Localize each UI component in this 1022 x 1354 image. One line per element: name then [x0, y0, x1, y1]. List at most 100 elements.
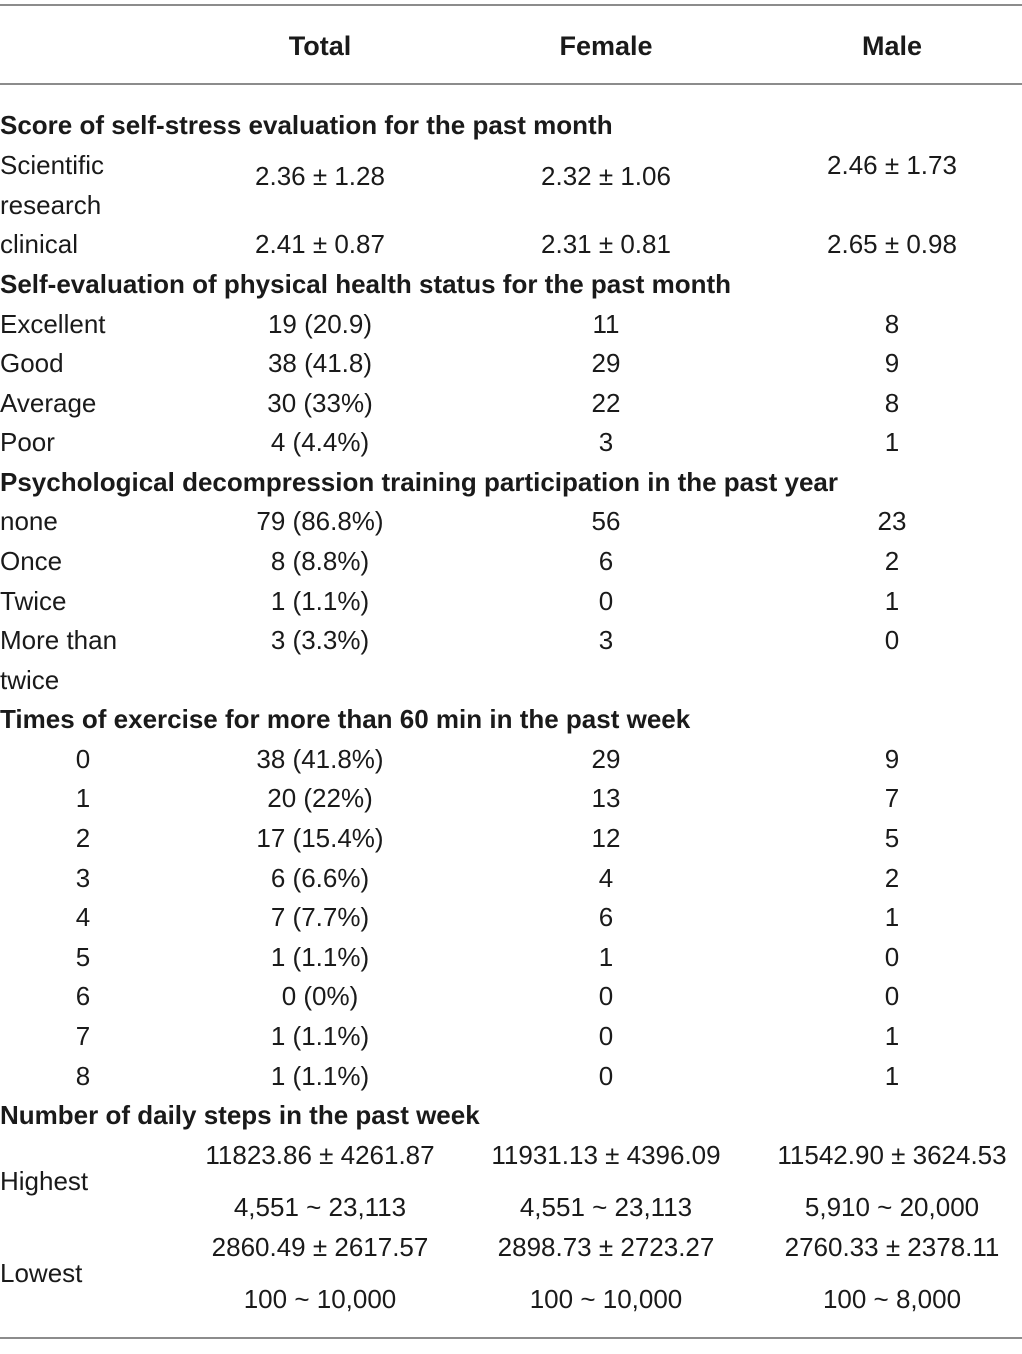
cell-total: 1 (1.1%): [270, 586, 370, 616]
cell-female: 1: [598, 942, 614, 972]
row-label: Highest: [0, 1166, 89, 1196]
row-label-line1: Scientific: [0, 150, 105, 180]
row-label: Good: [0, 348, 64, 378]
cell-female: 4: [598, 863, 614, 893]
cell-female: 3: [598, 625, 614, 655]
row-label: 0: [75, 744, 91, 774]
row-label: Poor: [0, 427, 55, 457]
cell-male: 8: [884, 388, 900, 418]
row-label: Excellent: [0, 309, 106, 339]
cell-total: 79 (86.8%): [256, 506, 384, 536]
cell-male-range: 100 ~ 8,000: [822, 1284, 962, 1314]
row-label-line2: twice: [0, 665, 60, 695]
row-label: 6: [75, 981, 91, 1011]
bottom-rule: [0, 1337, 1022, 1339]
cell-total: 0 (0%): [281, 981, 359, 1011]
cell-total: 1 (1.1%): [270, 1061, 370, 1091]
cell-total-mean: 11823.86 ± 4261.87: [205, 1140, 435, 1170]
cell-total: 1 (1.1%): [270, 942, 370, 972]
cell-female: 0: [598, 586, 614, 616]
cell-male: 2.46 ± 1.73: [827, 150, 957, 180]
cell-total: 20 (22%): [267, 783, 373, 813]
cell-female: 6: [598, 902, 614, 932]
row-label: 2: [75, 823, 91, 853]
table-row: Scientific research 2.36 ± 1.28 2.32 ± 1…: [0, 145, 1022, 225]
cell-total: 6 (6.6%): [270, 863, 370, 893]
header-rule: [0, 83, 1022, 85]
cell-total: 7 (7.7%): [270, 902, 370, 932]
cell-male: 1: [884, 902, 900, 932]
cell-male: 0: [884, 981, 900, 1011]
cell-female: 13: [591, 783, 621, 813]
header-male: Male: [861, 31, 923, 61]
section-stress: Score of self-stress evaluation for the …: [0, 110, 613, 140]
cell-male: 2.65 ± 0.98: [827, 229, 957, 259]
cell-female: 0: [598, 1061, 614, 1091]
cell-female: 2.32 ± 1.06: [541, 161, 671, 191]
section-training: Psychological decompression training par…: [0, 467, 838, 497]
cell-total: 3 (3.3%): [270, 625, 370, 655]
row-label: Average: [0, 388, 97, 418]
cell-total-mean: 2860.49 ± 2617.57: [211, 1232, 429, 1262]
row-label: Scientific research: [0, 145, 104, 225]
cell-total: 17 (15.4%): [256, 823, 384, 853]
cell-female: 29: [591, 744, 621, 774]
section-steps: Number of daily steps in the past week: [0, 1100, 480, 1130]
header-female: Female: [559, 31, 653, 61]
cell-female: 22: [591, 388, 621, 418]
top-rule: [0, 4, 1022, 6]
header-total: Total: [288, 31, 352, 61]
cell-female: 6: [598, 546, 614, 576]
cell-male: 5: [884, 823, 900, 853]
row-label: 1: [75, 783, 91, 813]
cell-total: 1 (1.1%): [270, 1021, 370, 1051]
cell-total-range: 100 ~ 10,000: [243, 1284, 397, 1314]
row-label: 3: [75, 863, 91, 893]
cell-total: 2.41 ± 0.87: [255, 229, 385, 259]
cell-male: 2: [884, 546, 900, 576]
row-label: More than twice: [0, 620, 117, 700]
cell-male: 0: [884, 942, 900, 972]
cell-total: 19 (20.9): [267, 309, 373, 339]
cell-female: 2.31 ± 0.81: [541, 229, 671, 259]
cell-female-mean: 2898.73 ± 2723.27: [497, 1232, 715, 1262]
cell-female-range: 100 ~ 10,000: [529, 1284, 683, 1314]
row-label: 5: [75, 942, 91, 972]
row-label: 7: [75, 1021, 91, 1051]
cell-total-range: 4,551 ~ 23,113: [233, 1192, 407, 1222]
cell-female: 29: [591, 348, 621, 378]
cell-male: 1: [884, 586, 900, 616]
row-label: 8: [75, 1061, 91, 1091]
row-label-line2: research: [0, 190, 102, 220]
section-health: Self-evaluation of physical health statu…: [0, 269, 731, 299]
cell-male: 9: [884, 348, 900, 378]
row-label: Twice: [0, 586, 67, 616]
cell-female-range: 4,551 ~ 23,113: [519, 1192, 693, 1222]
cell-total: 8 (8.8%): [270, 546, 370, 576]
cell-total: 30 (33%): [267, 388, 373, 418]
cell-male-mean: 2760.33 ± 2378.11: [784, 1232, 1000, 1262]
table-row: Highest 11823.86 ± 4261.87 11931.13 ± 43…: [0, 1135, 1022, 1227]
cell-male: 1: [884, 1021, 900, 1051]
cell-male: 9: [884, 744, 900, 774]
section-exercise: Times of exercise for more than 60 min i…: [0, 704, 691, 734]
cell-female: 0: [598, 981, 614, 1011]
cell-total: 38 (41.8%): [256, 744, 384, 774]
cell-male-mean: 11542.90 ± 3624.53: [777, 1140, 1007, 1170]
cell-male: 8: [884, 309, 900, 339]
cell-male: 7: [884, 783, 900, 813]
cell-total: 2.36 ± 1.28: [255, 161, 385, 191]
cell-female: 56: [591, 506, 621, 536]
cell-male: 0: [884, 625, 900, 655]
cell-male-range: 5,910 ~ 20,000: [804, 1192, 980, 1222]
cell-male: 23: [877, 506, 907, 536]
cell-male: 1: [884, 1061, 900, 1091]
row-label: none: [0, 506, 58, 536]
cell-female-mean: 11931.13 ± 4396.09: [491, 1140, 721, 1170]
row-label: clinical: [0, 229, 79, 259]
cell-female: 0: [598, 1021, 614, 1051]
table-row: Lowest 2860.49 ± 2617.57 2898.73 ± 2723.…: [0, 1227, 1022, 1319]
cell-male: 1: [884, 427, 900, 457]
cell-female: 3: [598, 427, 614, 457]
